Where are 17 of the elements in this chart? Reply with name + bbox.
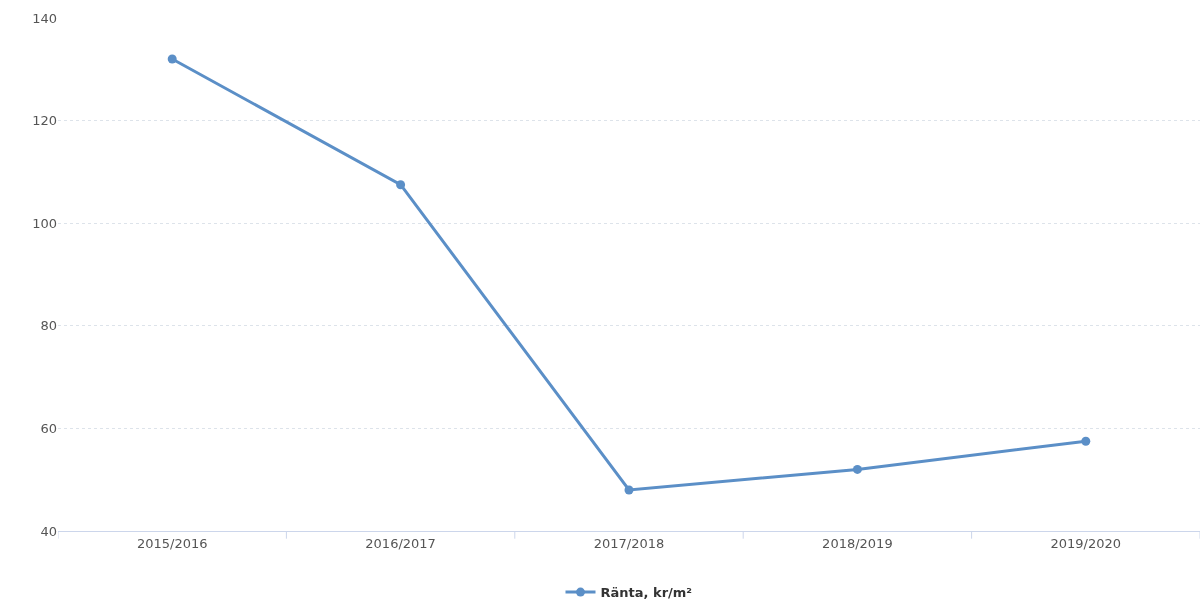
x-tick-label: 2017/2018: [593, 535, 665, 551]
y-tick-label: 80: [40, 318, 57, 334]
x-tick-label: 2015/2016: [136, 535, 208, 551]
x-tick-label: 2019/2020: [1050, 535, 1122, 551]
point: [852, 464, 862, 474]
y-tick-label: 100: [32, 215, 57, 231]
x-tick-label: 2016/2017: [365, 535, 436, 551]
x-tick-label: 2018/2019: [822, 535, 893, 551]
y-tick-label: 140: [32, 10, 57, 26]
point: [624, 485, 634, 495]
legend-label: Ränta, kr/m²: [600, 585, 693, 601]
point: [167, 54, 177, 64]
y-tick-label: 60: [40, 420, 57, 436]
point: [396, 180, 406, 190]
point: [1081, 436, 1091, 446]
y-tick-label: 120: [32, 113, 57, 129]
y-tick-label: 40: [40, 523, 57, 539]
